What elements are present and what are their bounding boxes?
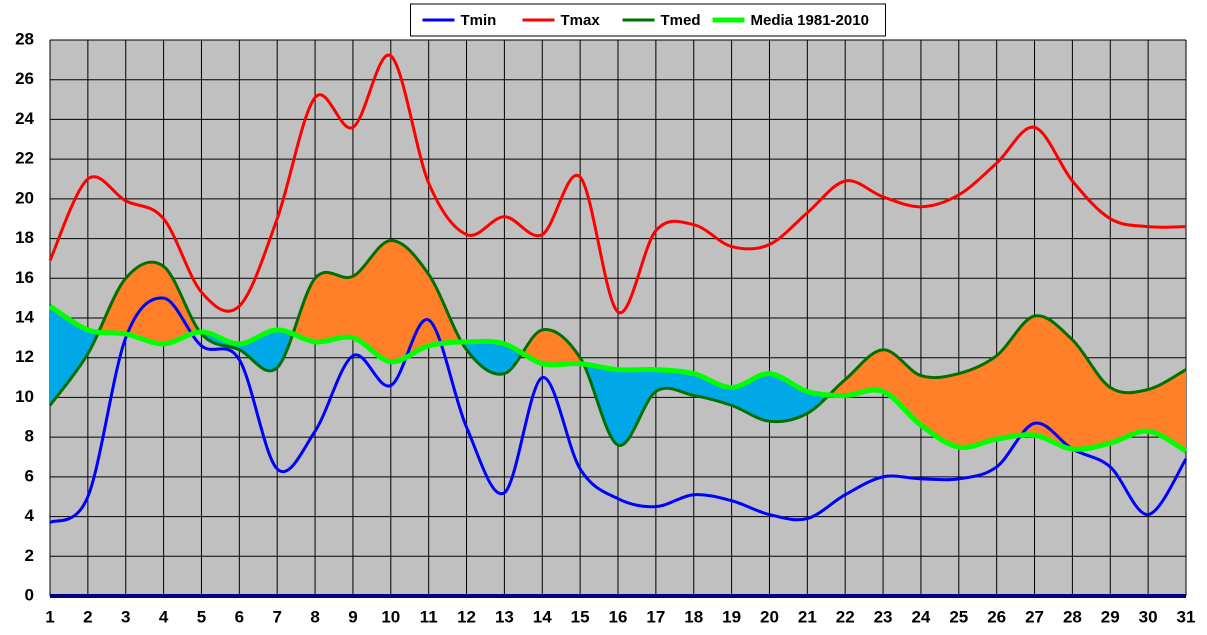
x-tick-label: 27 (1025, 607, 1044, 626)
legend-label: Media 1981-2010 (751, 12, 869, 29)
x-tick-label: 17 (646, 607, 665, 626)
x-tick-label: 13 (495, 607, 514, 626)
y-tick-label: 8 (25, 427, 34, 446)
x-tick-label: 23 (874, 607, 893, 626)
y-tick-label: 22 (15, 149, 34, 168)
x-tick-label: 16 (609, 607, 628, 626)
x-tick-label: 7 (272, 607, 281, 626)
y-tick-label: 4 (25, 506, 35, 525)
x-tick-label: 6 (235, 607, 244, 626)
y-tick-label: 28 (15, 29, 34, 48)
y-tick-label: 12 (15, 347, 34, 366)
x-tick-label: 11 (420, 607, 438, 626)
x-tick-label: 21 (798, 607, 817, 626)
y-tick-label: 24 (15, 109, 34, 128)
legend-label: Tmin (461, 12, 497, 29)
y-tick-label: 10 (15, 387, 34, 406)
x-tick-label: 19 (722, 607, 741, 626)
anomaly-fill-above (50, 240, 1186, 452)
series-line (48, 53, 1187, 314)
x-tick-label: 20 (760, 607, 779, 626)
x-tick-label: 8 (310, 607, 319, 626)
y-tick-label: 6 (25, 466, 34, 485)
y-tick-label: 2 (25, 546, 34, 565)
y-tick-label: 18 (15, 228, 34, 247)
x-tick-label: 5 (197, 607, 206, 626)
x-tick-label: 31 (1177, 607, 1196, 626)
x-tick-label: 22 (836, 607, 855, 626)
x-tick-label: 24 (911, 607, 930, 626)
series-line (48, 303, 1188, 454)
y-tick-label: 16 (15, 268, 34, 287)
legend-label: Tmax (561, 12, 601, 29)
y-tick-label: 20 (15, 188, 34, 207)
x-tick-label: 15 (571, 607, 590, 626)
x-tick-label: 28 (1063, 607, 1082, 626)
series-line (49, 296, 1188, 524)
x-tick-label: 26 (987, 607, 1006, 626)
x-tick-label: 29 (1101, 607, 1120, 626)
legend-label: Tmed (661, 12, 701, 29)
x-tick-label: 12 (457, 607, 476, 626)
y-tick-label: 14 (15, 307, 34, 326)
x-tick-label: 9 (348, 607, 357, 626)
x-tick-label: 1 (45, 607, 54, 626)
y-tick-label: 0 (25, 585, 34, 604)
x-tick-label: 25 (949, 607, 968, 626)
x-tick-label: 2 (83, 607, 92, 626)
x-tick-label: 10 (381, 607, 400, 626)
x-tick-label: 30 (1139, 607, 1158, 626)
x-tick-label: 18 (684, 607, 703, 626)
y-tick-label: 26 (15, 69, 34, 88)
x-tick-label: 3 (121, 607, 130, 626)
x-tick-label: 4 (159, 607, 169, 626)
x-tick-label: 14 (533, 607, 552, 626)
series-line (48, 239, 1187, 447)
